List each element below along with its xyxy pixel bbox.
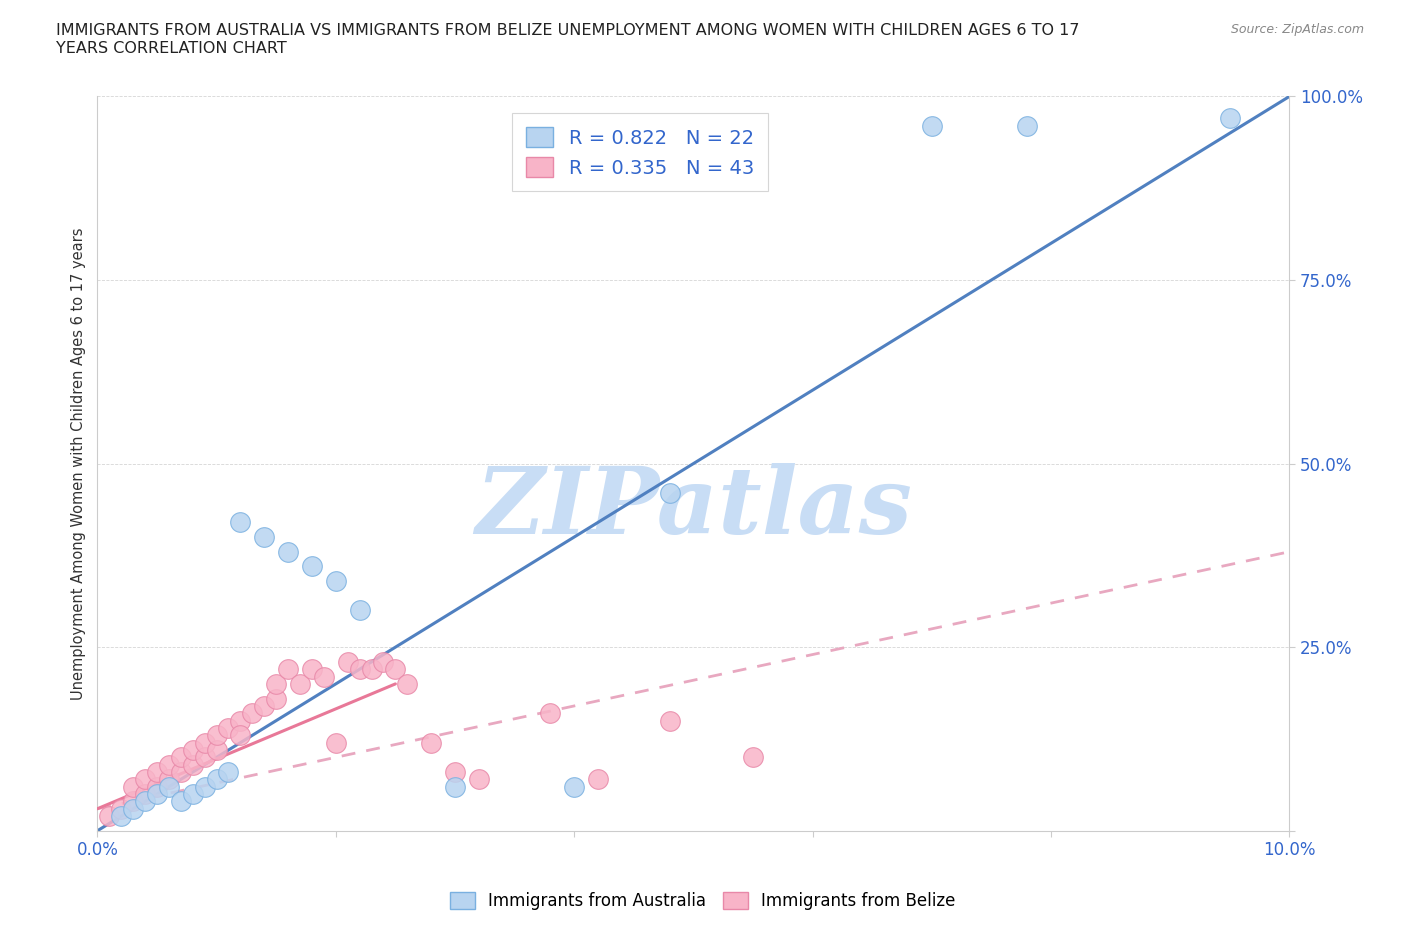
Point <box>396 676 419 691</box>
Point <box>325 574 347 589</box>
Point <box>562 779 585 794</box>
Point <box>349 603 371 618</box>
Point <box>229 728 252 743</box>
Text: Source: ZipAtlas.com: Source: ZipAtlas.com <box>1230 23 1364 36</box>
Point <box>170 764 193 779</box>
Text: IMMIGRANTS FROM AUSTRALIA VS IMMIGRANTS FROM BELIZE UNEMPLOYMENT AMONG WOMEN WIT: IMMIGRANTS FROM AUSTRALIA VS IMMIGRANTS … <box>56 23 1080 56</box>
Point <box>122 802 145 817</box>
Point <box>240 706 263 721</box>
Point <box>194 750 217 764</box>
Y-axis label: Unemployment Among Women with Children Ages 6 to 17 years: Unemployment Among Women with Children A… <box>72 227 86 700</box>
Point <box>218 721 240 736</box>
Legend: R = 0.822   N = 22, R = 0.335   N = 43: R = 0.822 N = 22, R = 0.335 N = 43 <box>512 113 768 192</box>
Point <box>194 779 217 794</box>
Point <box>157 757 180 772</box>
Point <box>205 728 228 743</box>
Text: ZIPatlas: ZIPatlas <box>475 462 912 552</box>
Point <box>1017 118 1039 133</box>
Point <box>253 529 276 544</box>
Point <box>146 764 169 779</box>
Point <box>538 706 561 721</box>
Point <box>157 772 180 787</box>
Point <box>1219 111 1241 126</box>
Point <box>98 809 121 824</box>
Point <box>658 485 681 500</box>
Point <box>229 515 252 530</box>
Point <box>373 655 395 670</box>
Point <box>336 655 359 670</box>
Point <box>264 676 287 691</box>
Point <box>205 742 228 757</box>
Point <box>349 662 371 677</box>
Point <box>586 772 609 787</box>
Point <box>110 802 132 817</box>
Point <box>134 772 156 787</box>
Point <box>444 764 467 779</box>
Point <box>277 544 299 559</box>
Point <box>218 764 240 779</box>
Point <box>134 794 156 809</box>
Point <box>170 794 193 809</box>
Point <box>468 772 491 787</box>
Point <box>110 809 132 824</box>
Point <box>253 698 276 713</box>
Point <box>122 779 145 794</box>
Point <box>444 779 467 794</box>
Point <box>181 742 204 757</box>
Point <box>205 772 228 787</box>
Point <box>325 736 347 751</box>
Point <box>312 669 335 684</box>
Point <box>277 662 299 677</box>
Point <box>301 662 323 677</box>
Point <box>360 662 382 677</box>
Point <box>146 787 169 802</box>
Point <box>194 736 217 751</box>
Legend: Immigrants from Australia, Immigrants from Belize: Immigrants from Australia, Immigrants fr… <box>443 885 963 917</box>
Point <box>921 118 943 133</box>
Point <box>181 757 204 772</box>
Point <box>181 787 204 802</box>
Point <box>170 750 193 764</box>
Point <box>264 691 287 706</box>
Point <box>146 779 169 794</box>
Point <box>658 713 681 728</box>
Point <box>122 794 145 809</box>
Point <box>157 779 180 794</box>
Point <box>742 750 765 764</box>
Point <box>384 662 406 677</box>
Point <box>288 676 311 691</box>
Point <box>134 787 156 802</box>
Point <box>420 736 443 751</box>
Point <box>229 713 252 728</box>
Point <box>301 559 323 574</box>
